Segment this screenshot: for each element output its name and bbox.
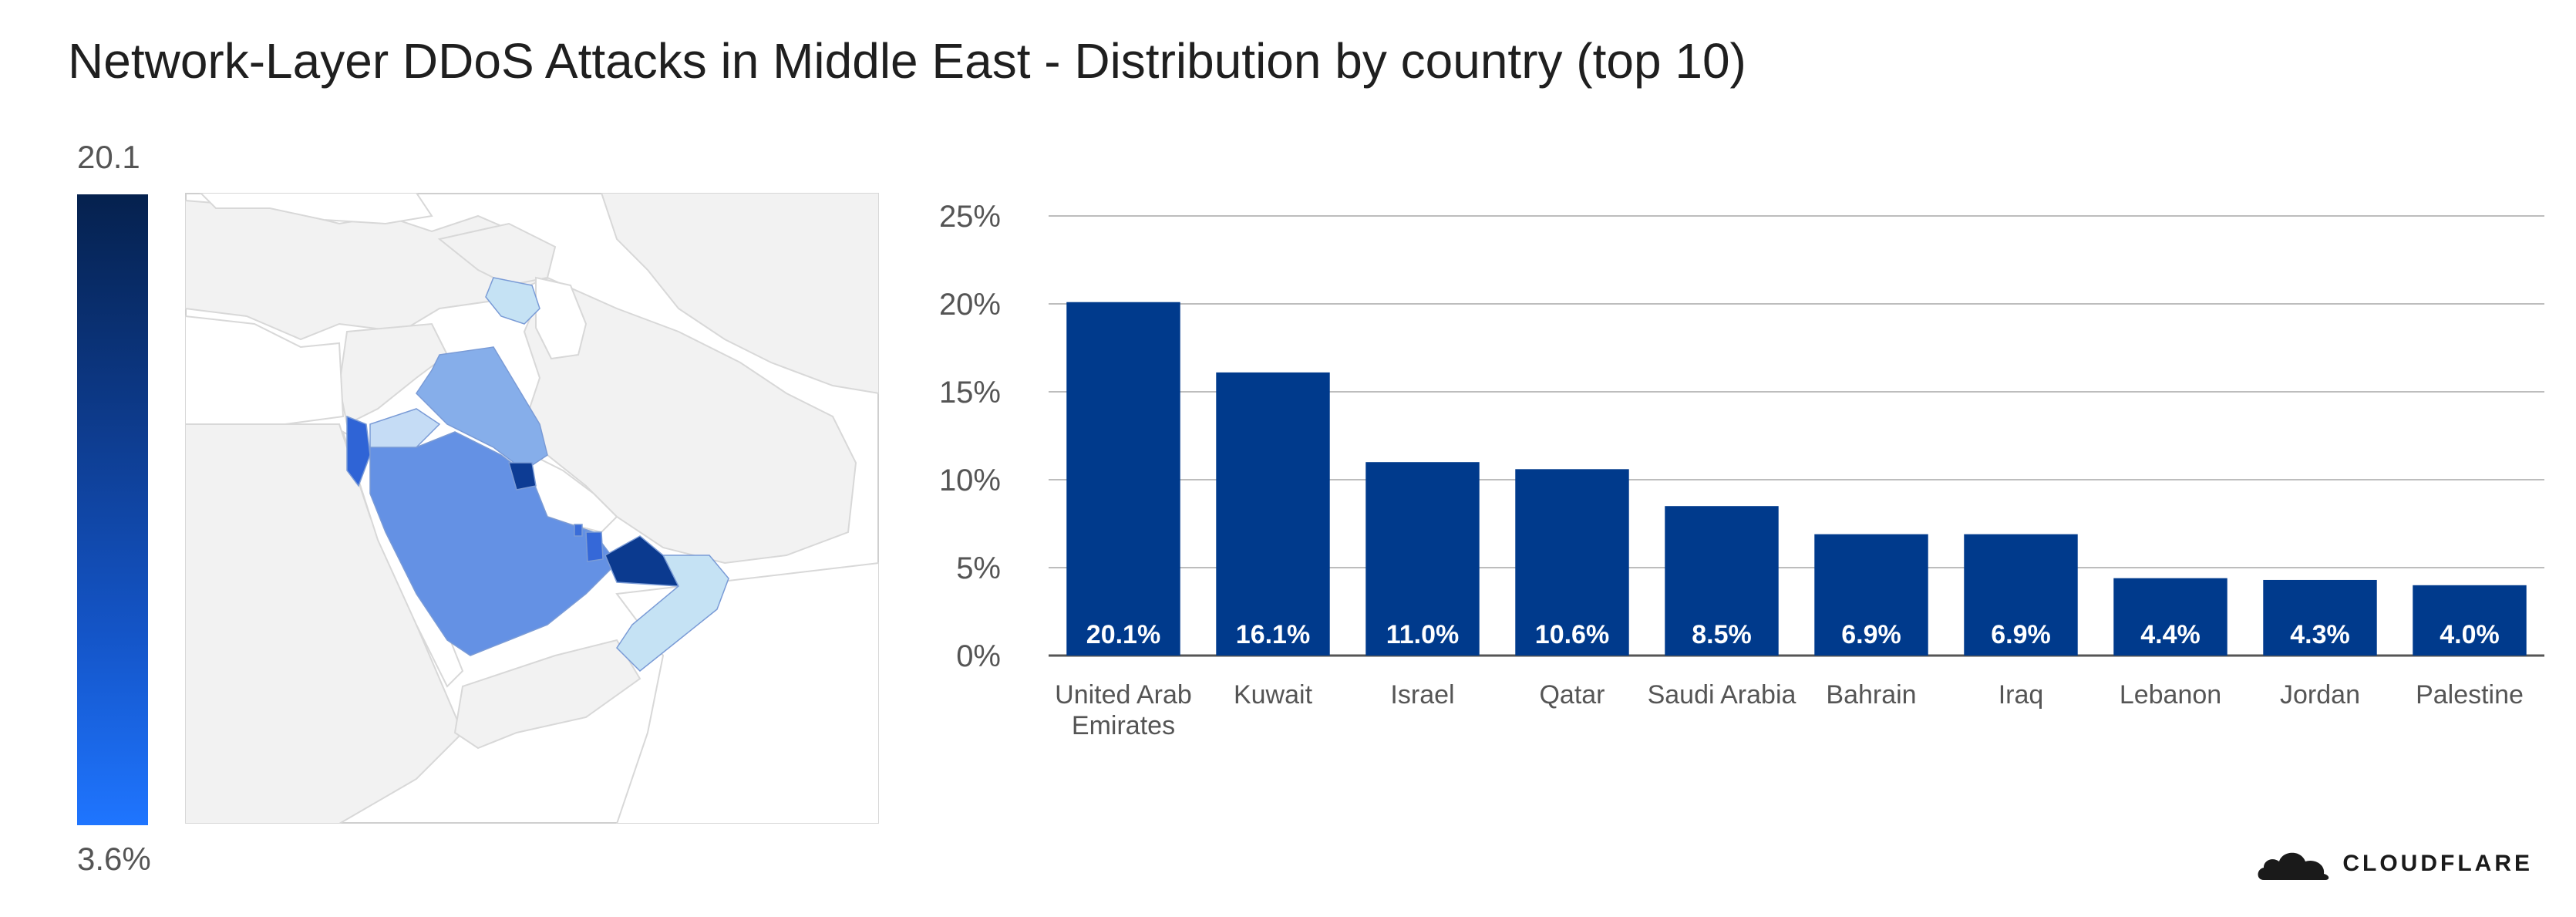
mediterranean-sea bbox=[185, 315, 345, 425]
category-label: Saudi Arabia bbox=[1648, 680, 1796, 710]
central-asia-land bbox=[600, 193, 879, 395]
map-saudi-arabia bbox=[369, 431, 618, 656]
map-land bbox=[185, 193, 879, 824]
bar bbox=[1665, 506, 1779, 656]
y-tick-label: 5% bbox=[956, 551, 1001, 585]
y-tick-label: 20% bbox=[939, 288, 1001, 322]
bar-data-label: 6.9% bbox=[1991, 620, 2051, 649]
chart-title: Network-Layer DDoS Attacks in Middle Eas… bbox=[68, 33, 1746, 89]
cloudflare-logo: CLOUDFLARE bbox=[2256, 846, 2533, 882]
legend-max-label: 20.1 bbox=[77, 139, 140, 175]
bar bbox=[1216, 372, 1330, 656]
category-label: Kuwait bbox=[1234, 680, 1313, 710]
y-tick-label: 10% bbox=[939, 464, 1001, 497]
caspian-sea bbox=[535, 276, 588, 360]
color-scale-legend bbox=[77, 194, 148, 825]
y-tick-label: 15% bbox=[939, 376, 1001, 410]
legend-min-label: 3.6% bbox=[77, 841, 151, 877]
bar-data-label: 20.1% bbox=[1086, 620, 1160, 649]
bar-data-label: 4.4% bbox=[2140, 620, 2201, 649]
map-israel bbox=[346, 415, 371, 487]
category-label: Bahrain bbox=[1826, 680, 1916, 710]
bar bbox=[1515, 469, 1629, 656]
bar bbox=[1066, 302, 1180, 656]
map-qatar bbox=[585, 531, 604, 562]
category-label: Emirates bbox=[1072, 711, 1175, 740]
bar bbox=[2263, 579, 2377, 656]
y-tick-label: 25% bbox=[939, 200, 1001, 234]
category-label: Palestine bbox=[2416, 680, 2524, 710]
category-label: Qatar bbox=[1539, 680, 1605, 710]
bar-data-label: 10.6% bbox=[1535, 620, 1609, 649]
map-countries bbox=[346, 277, 729, 673]
bars bbox=[1066, 302, 2527, 656]
yemen-horn-land bbox=[453, 639, 641, 750]
category-label: Lebanon bbox=[2120, 680, 2221, 710]
bar bbox=[1814, 534, 1928, 656]
cloud-icon bbox=[2258, 852, 2329, 880]
bar-data-label: 8.5% bbox=[1692, 620, 1752, 649]
bar-chart: 0% 5% 10% 15% 20% 25% 20.1% 16.1% 11.0% 10.6% 8.5… bbox=[939, 200, 2544, 740]
brand-name: CLOUDFLARE bbox=[2342, 851, 2533, 876]
map-kuwait bbox=[508, 462, 537, 491]
category-label: Iraq bbox=[1999, 680, 2044, 710]
y-axis-ticks: 0% 5% 10% 15% 20% 25% bbox=[939, 200, 1001, 673]
category-label: United Arab bbox=[1055, 680, 1192, 710]
bar-data-label: 4.0% bbox=[2440, 620, 2500, 649]
y-tick-label: 0% bbox=[956, 639, 1001, 673]
category-label: Jordan bbox=[2280, 680, 2360, 710]
bar bbox=[1365, 462, 1480, 656]
bar bbox=[1964, 534, 2078, 656]
map-oman bbox=[616, 555, 729, 673]
map-bahrain bbox=[574, 524, 583, 537]
category-label: Israel bbox=[1390, 680, 1454, 710]
choropleth-map bbox=[185, 193, 879, 824]
bar bbox=[2413, 585, 2527, 656]
black-sea bbox=[199, 193, 433, 225]
bar-data-label: 6.9% bbox=[1841, 620, 1901, 649]
bar bbox=[2113, 578, 2227, 656]
map-azerbaijan bbox=[485, 277, 540, 325]
bar-data-label: 4.3% bbox=[2290, 620, 2350, 649]
bar-data-label: 11.0% bbox=[1386, 620, 1460, 649]
bar-data-label: 16.1% bbox=[1236, 620, 1310, 649]
arabian-sea bbox=[615, 561, 879, 824]
data-labels: 20.1% 16.1% 11.0% 10.6% 8.5% 6.9% 6.9% 4.4% 4.3%… bbox=[1086, 620, 2500, 649]
egypt-africa-land bbox=[185, 423, 464, 824]
